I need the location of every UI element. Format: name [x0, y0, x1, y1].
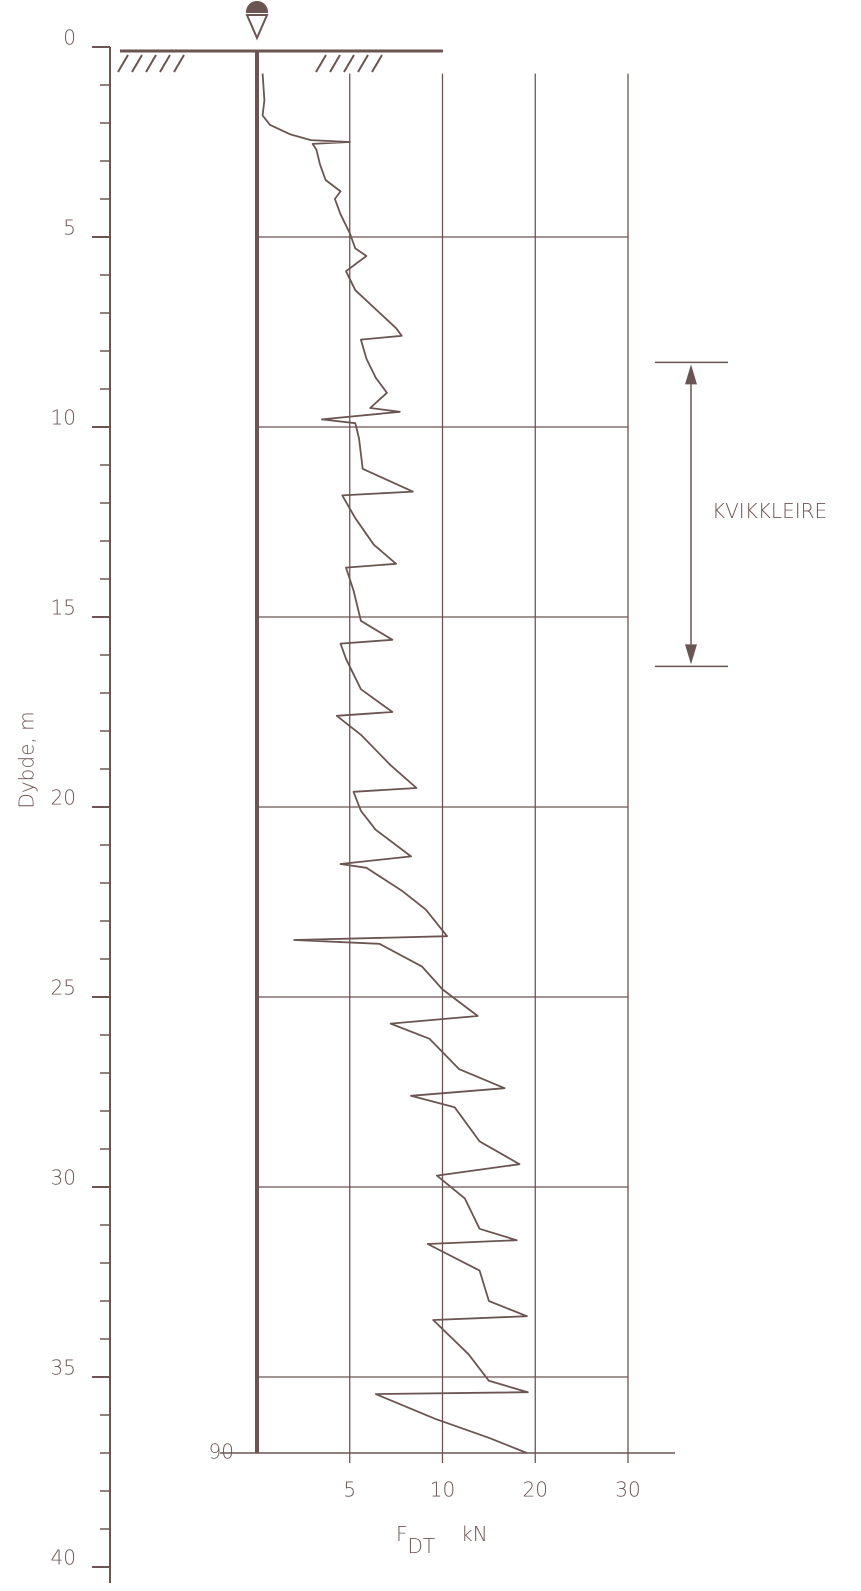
- y-axis-label: Dybde, m: [15, 711, 39, 808]
- y-tick-label: 20: [51, 786, 76, 810]
- y-tick-label: 25: [51, 976, 76, 1000]
- annotation-text: KVIKKLEIRE: [712, 499, 827, 523]
- x-tick-label: 20: [523, 1478, 548, 1502]
- y-tick-label: 40: [51, 1546, 76, 1570]
- y-tick-label: 5: [63, 216, 76, 240]
- x-tick-label: 10: [430, 1478, 455, 1502]
- y-tick-label: 30: [51, 1166, 76, 1190]
- x-axis-label: FDT kN: [396, 1522, 488, 1558]
- y-tick-label: 15: [51, 596, 76, 620]
- x-tick-label: 30: [615, 1478, 640, 1502]
- x-axis-label-subscript: DT: [408, 1534, 436, 1558]
- annotation-arrowhead: [685, 644, 697, 665]
- y-tick-label: 35: [51, 1356, 76, 1380]
- ground-symbols: [117, 1, 443, 73]
- end-label: 90: [209, 1440, 234, 1464]
- x-axis-label-symbol: F: [396, 1522, 408, 1546]
- annotation-arrowhead: [685, 364, 697, 385]
- y-tick-label: 10: [51, 406, 76, 430]
- y-tick-label: 0: [63, 26, 76, 50]
- x-axis-label-unit: kN: [461, 1522, 488, 1546]
- sounding-line: [261, 73, 529, 1454]
- x-tick-label: 5: [343, 1478, 356, 1502]
